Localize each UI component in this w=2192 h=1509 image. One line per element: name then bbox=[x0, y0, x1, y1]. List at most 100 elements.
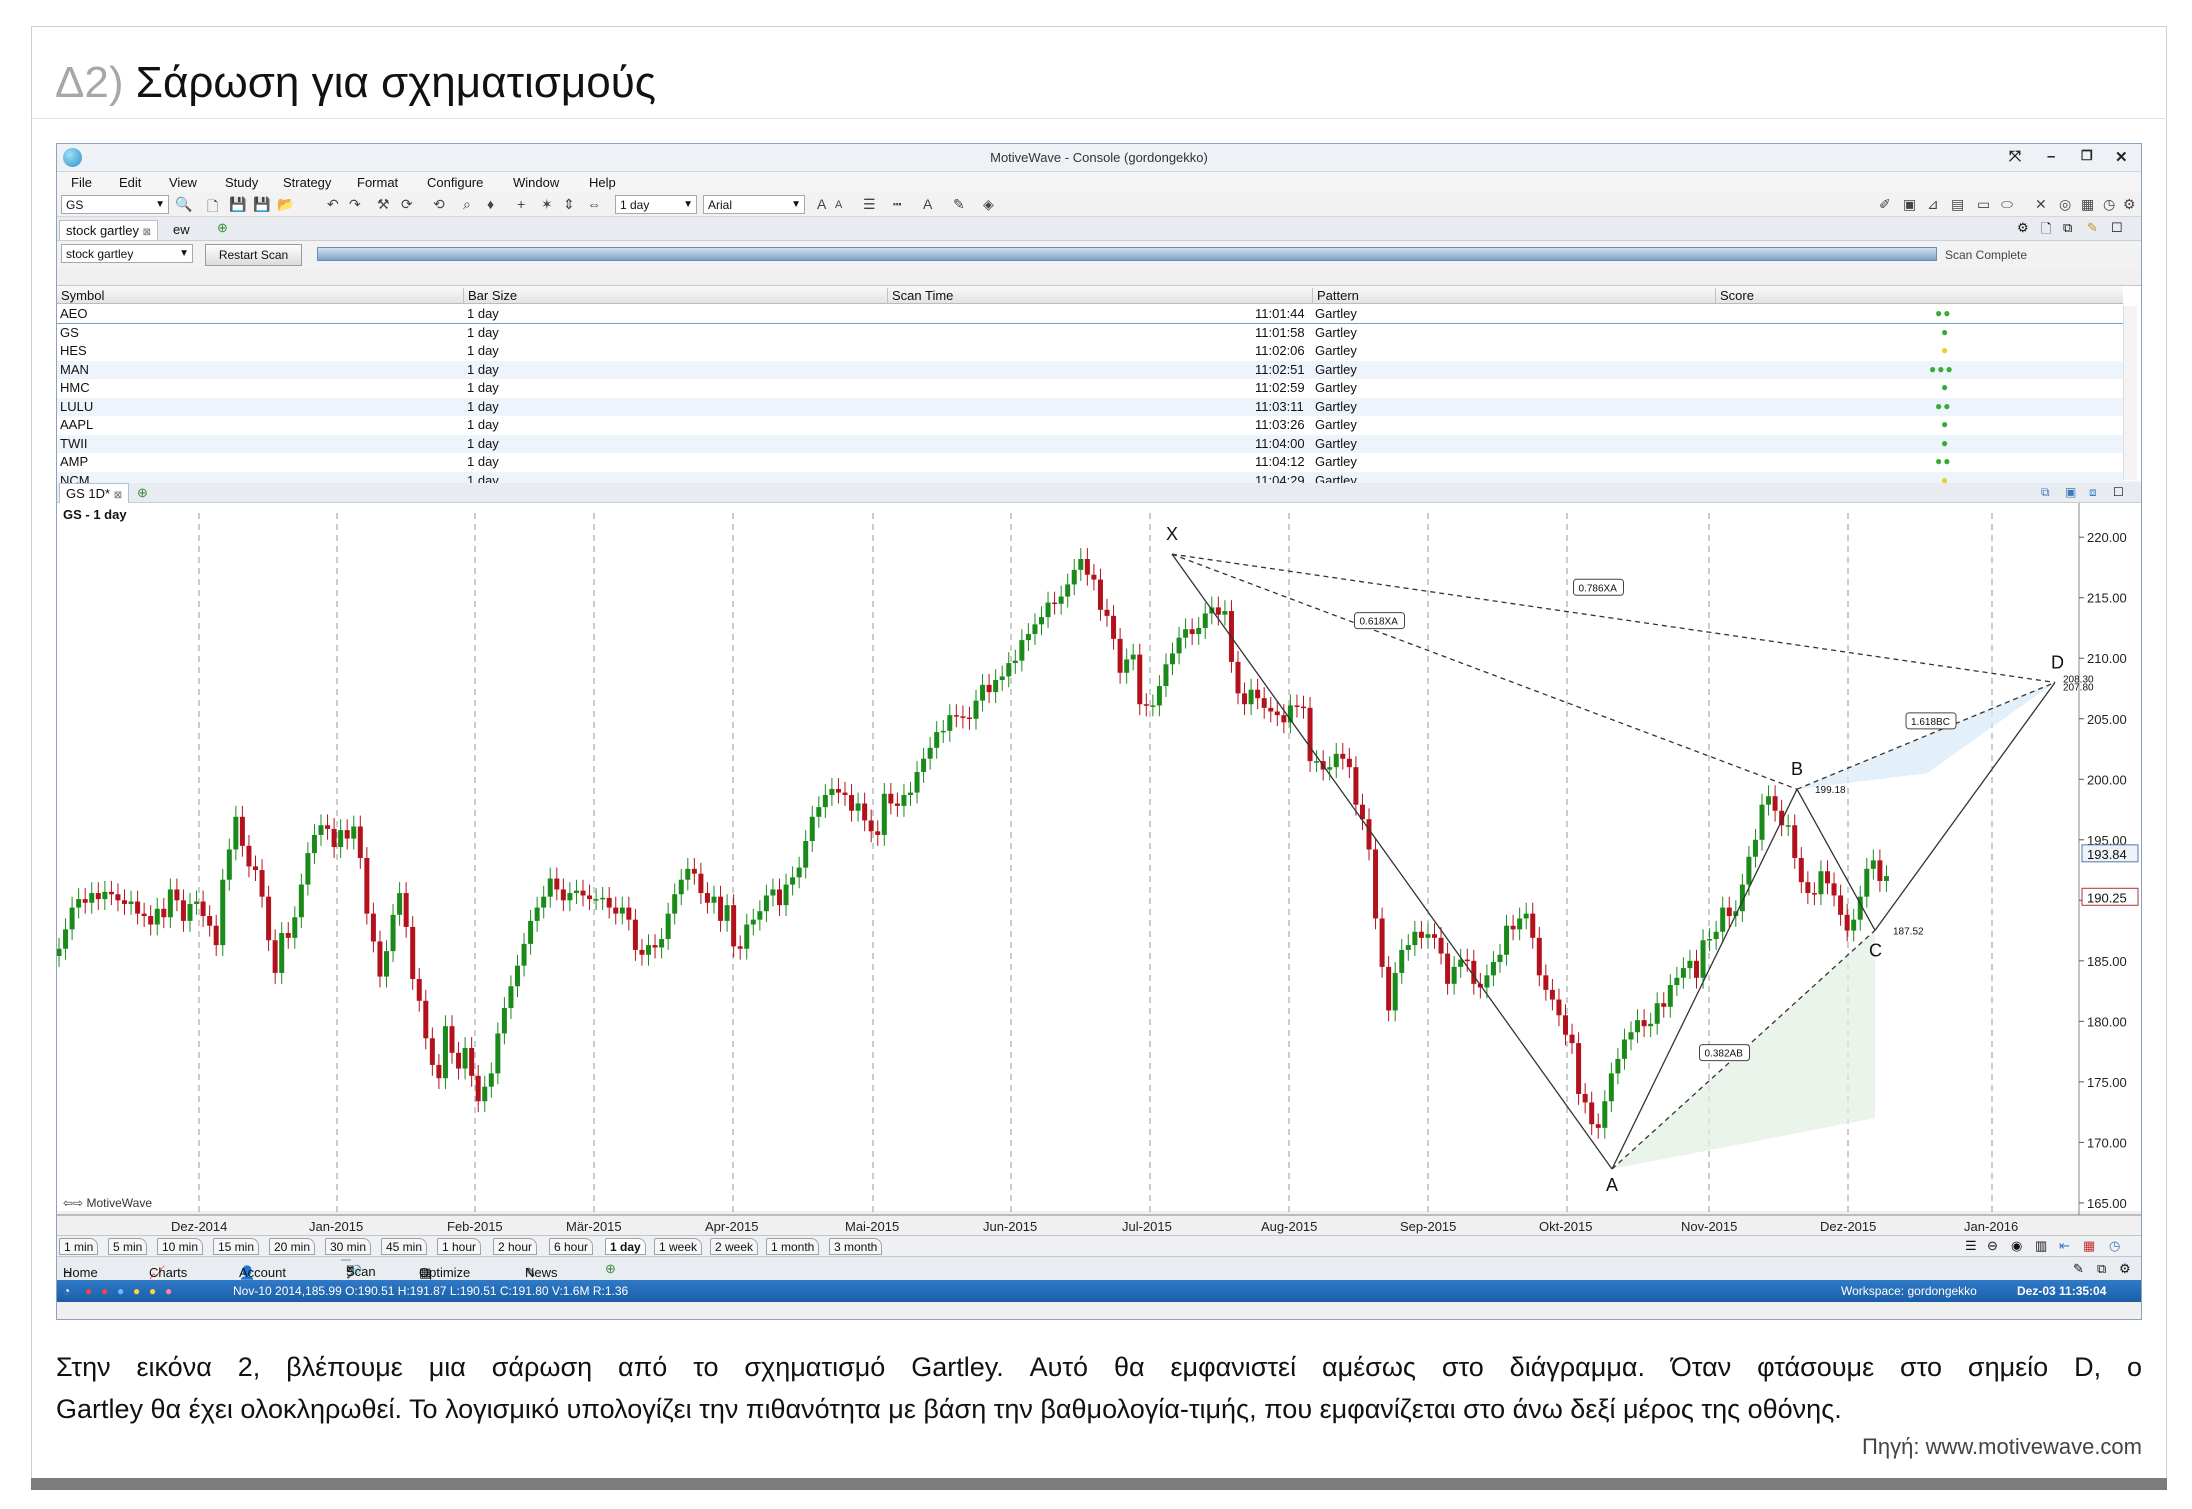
price-chart[interactable]: GS - 1 day 220.00 215.00 210.00 205.00 200.00… bbox=[57, 503, 2141, 1234]
fit-width-icon[interactable]: ⇤ bbox=[2059, 1238, 2070, 1253]
table-row[interactable]: AAPL 1 day 11:03:26 Gartley ● bbox=[57, 416, 2123, 435]
timeframe-tab[interactable]: 1 hour bbox=[437, 1238, 482, 1255]
table-row[interactable]: TWII 1 day 11:04:00 Gartley ● bbox=[57, 434, 2123, 453]
menu-window[interactable]: Window bbox=[513, 175, 560, 190]
menu-file[interactable]: File bbox=[71, 175, 92, 190]
close-tab-icon[interactable]: ⊠ bbox=[346, 1264, 355, 1275]
column-score[interactable]: Score bbox=[1715, 288, 1754, 304]
edit-icon[interactable]: ✎ bbox=[2087, 220, 2098, 235]
timeframe-tab[interactable]: 2 hour bbox=[493, 1238, 538, 1255]
restart-scan-button[interactable]: Restart Scan bbox=[205, 244, 302, 266]
table-scrollbar[interactable] bbox=[2123, 306, 2137, 480]
edit-icon[interactable]: ✎ bbox=[2073, 1261, 2084, 1276]
pen-color-icon[interactable]: ✎ bbox=[953, 196, 965, 212]
save-all-icon[interactable]: 💾 bbox=[253, 196, 271, 212]
menu-strategy[interactable]: Strategy bbox=[283, 175, 332, 190]
clock-icon[interactable]: ◷ bbox=[2103, 196, 2116, 212]
timeframe-tab[interactable]: 45 min bbox=[381, 1238, 428, 1255]
timeframe-tab[interactable]: 1 month bbox=[766, 1238, 820, 1255]
star-icon[interactable]: ✶ bbox=[541, 196, 553, 212]
timeframe-tab[interactable]: 3 month bbox=[829, 1238, 883, 1255]
nav-scan[interactable]: 🔎 Scan ⊠ bbox=[341, 1259, 376, 1279]
zoom-icon[interactable]: ⌕ bbox=[463, 196, 471, 212]
erase-icon[interactable]: ⬭ bbox=[2001, 196, 2013, 212]
grid-icon[interactable]: ▦ bbox=[2081, 196, 2095, 212]
new-tab-icon[interactable]: ⊕ bbox=[217, 220, 228, 235]
table-row[interactable]: AMP 1 day 11:04:12 Gartley ●● bbox=[57, 453, 2123, 472]
line-width-icon[interactable]: ☰ bbox=[863, 196, 876, 212]
column-scan-time[interactable]: Scan Time bbox=[887, 288, 953, 304]
close-tab-icon[interactable]: ⊠ bbox=[113, 490, 123, 501]
font-increase-icon[interactable]: A bbox=[817, 196, 827, 212]
pattern-tool-icon[interactable]: ▣ bbox=[1903, 196, 1917, 212]
copy-icon[interactable]: ⧉ bbox=[2063, 220, 2073, 235]
scan-select[interactable]: stock gartley ▼ bbox=[61, 244, 193, 263]
menu-icon[interactable]: ☰ bbox=[1965, 1238, 1977, 1253]
screen-icon[interactable]: ▭ bbox=[1977, 196, 1991, 212]
new-chart-icon[interactable]: ⊕ bbox=[137, 485, 148, 500]
tools-icon[interactable]: ⚒ bbox=[377, 196, 390, 212]
close-button[interactable]: ✕ bbox=[2115, 149, 2128, 166]
table-row[interactable]: MAN 1 day 11:02:51 Gartley ●●● bbox=[57, 360, 2123, 379]
font-select[interactable]: Arial ▼ bbox=[703, 195, 805, 214]
refresh-icon[interactable]: ⟳ bbox=[401, 196, 413, 212]
font-decrease-icon[interactable]: A bbox=[835, 199, 843, 211]
document-icon[interactable]: 🗋 bbox=[2041, 221, 2052, 236]
table-row[interactable]: HES 1 day 11:02:06 Gartley ● bbox=[57, 342, 2123, 361]
timeframe-tab[interactable]: 6 hour bbox=[549, 1238, 594, 1255]
timeframe-tab[interactable]: 2 week bbox=[710, 1238, 759, 1255]
column-symbol[interactable]: Symbol bbox=[61, 288, 105, 303]
copy-icon[interactable]: ⧉ bbox=[2097, 1261, 2107, 1276]
table-row[interactable]: GS 1 day 11:01:58 Gartley ● bbox=[57, 322, 2124, 343]
restore-button[interactable]: ❐ bbox=[2081, 148, 2093, 163]
fill-color-icon[interactable]: ◈ bbox=[983, 196, 994, 212]
bars-icon[interactable]: ▥ bbox=[2035, 1238, 2048, 1253]
line-style-icon[interactable]: ┅ bbox=[893, 196, 902, 212]
clock-icon[interactable]: ◷ bbox=[2109, 1238, 2121, 1253]
menu-view[interactable]: View bbox=[169, 175, 197, 190]
scanner-settings-icon[interactable]: ⚙ bbox=[2017, 220, 2029, 235]
layout-icon[interactable]: ▣ bbox=[2065, 485, 2077, 499]
cursor-icon[interactable]: ⟲ bbox=[433, 196, 445, 212]
eye-icon[interactable]: ◉ bbox=[2011, 1238, 2023, 1253]
menu-help[interactable]: Help bbox=[589, 175, 616, 190]
timeframe-tab[interactable]: 5 min bbox=[108, 1238, 148, 1255]
zoom-out-icon[interactable]: ⊖ bbox=[1987, 1238, 1998, 1253]
fit-icon[interactable]: ⇕ bbox=[563, 196, 575, 212]
folder-icon[interactable]: 📂 bbox=[277, 196, 295, 212]
delete-drawing-icon[interactable]: ✕ bbox=[2035, 196, 2047, 212]
table-row[interactable]: HMC 1 day 11:02:59 Gartley ● bbox=[57, 379, 2123, 398]
table-row[interactable]: LULU 1 day 11:03:11 Gartley ●● bbox=[57, 397, 2123, 416]
draw-tool-icon[interactable]: ✐ bbox=[1879, 196, 1891, 212]
table-row[interactable]: AEO 1 day 11:01:44 Gartley ●● bbox=[57, 305, 2123, 324]
maximize-panel-icon[interactable]: ☐ bbox=[2111, 220, 2123, 235]
menu-configure[interactable]: Configure bbox=[427, 175, 484, 190]
save-icon[interactable]: 💾 bbox=[229, 196, 247, 212]
redo-icon[interactable]: ↷ bbox=[349, 196, 361, 212]
calendar-icon[interactable]: ▦ bbox=[2083, 1238, 2096, 1253]
text-color-icon[interactable]: A bbox=[923, 196, 933, 212]
new-page-icon[interactable]: ⊕ bbox=[605, 1261, 616, 1276]
visibility-icon[interactable]: ◎ bbox=[2059, 196, 2072, 212]
maximize-chart-icon[interactable]: ☐ bbox=[2113, 485, 2124, 499]
timeframe-tab[interactable]: 20 min bbox=[269, 1238, 316, 1255]
chart-tool-icon[interactable]: ▤ bbox=[1951, 196, 1965, 212]
measure-tool-icon[interactable]: ⊿ bbox=[1927, 196, 1939, 212]
tab-gs-chart[interactable]: GS 1D* ⊠ bbox=[59, 483, 130, 503]
timeframe-tab[interactable]: 10 min bbox=[157, 1238, 204, 1255]
search-icon[interactable]: 🔍 bbox=[175, 196, 193, 212]
expand-icon[interactable]: ⤧ bbox=[2009, 148, 2022, 165]
timeframe-tab[interactable]: 1 week bbox=[654, 1238, 703, 1255]
timeframe-tab[interactable]: 1 day bbox=[605, 1238, 646, 1255]
timeframe-tab[interactable]: 30 min bbox=[325, 1238, 372, 1255]
close-tab-icon[interactable]: ⊠ bbox=[142, 227, 151, 238]
column-pattern[interactable]: Pattern bbox=[1312, 288, 1359, 304]
minimize-button[interactable]: – bbox=[2047, 148, 2056, 165]
settings-icon[interactable]: ⚙ bbox=[2123, 196, 2136, 212]
menu-format[interactable]: Format bbox=[357, 175, 399, 190]
chart-canvas[interactable]: GS - 1 day 220.00 215.00 210.00 205.00 200.00… bbox=[57, 503, 2142, 1235]
timeframe-tab[interactable]: 1 min bbox=[59, 1238, 99, 1255]
new-document-icon[interactable]: 🗋 bbox=[207, 198, 219, 214]
timeframe-tab[interactable]: 15 min bbox=[213, 1238, 260, 1255]
scroll-icon[interactable]: ⇔ bbox=[587, 196, 601, 212]
